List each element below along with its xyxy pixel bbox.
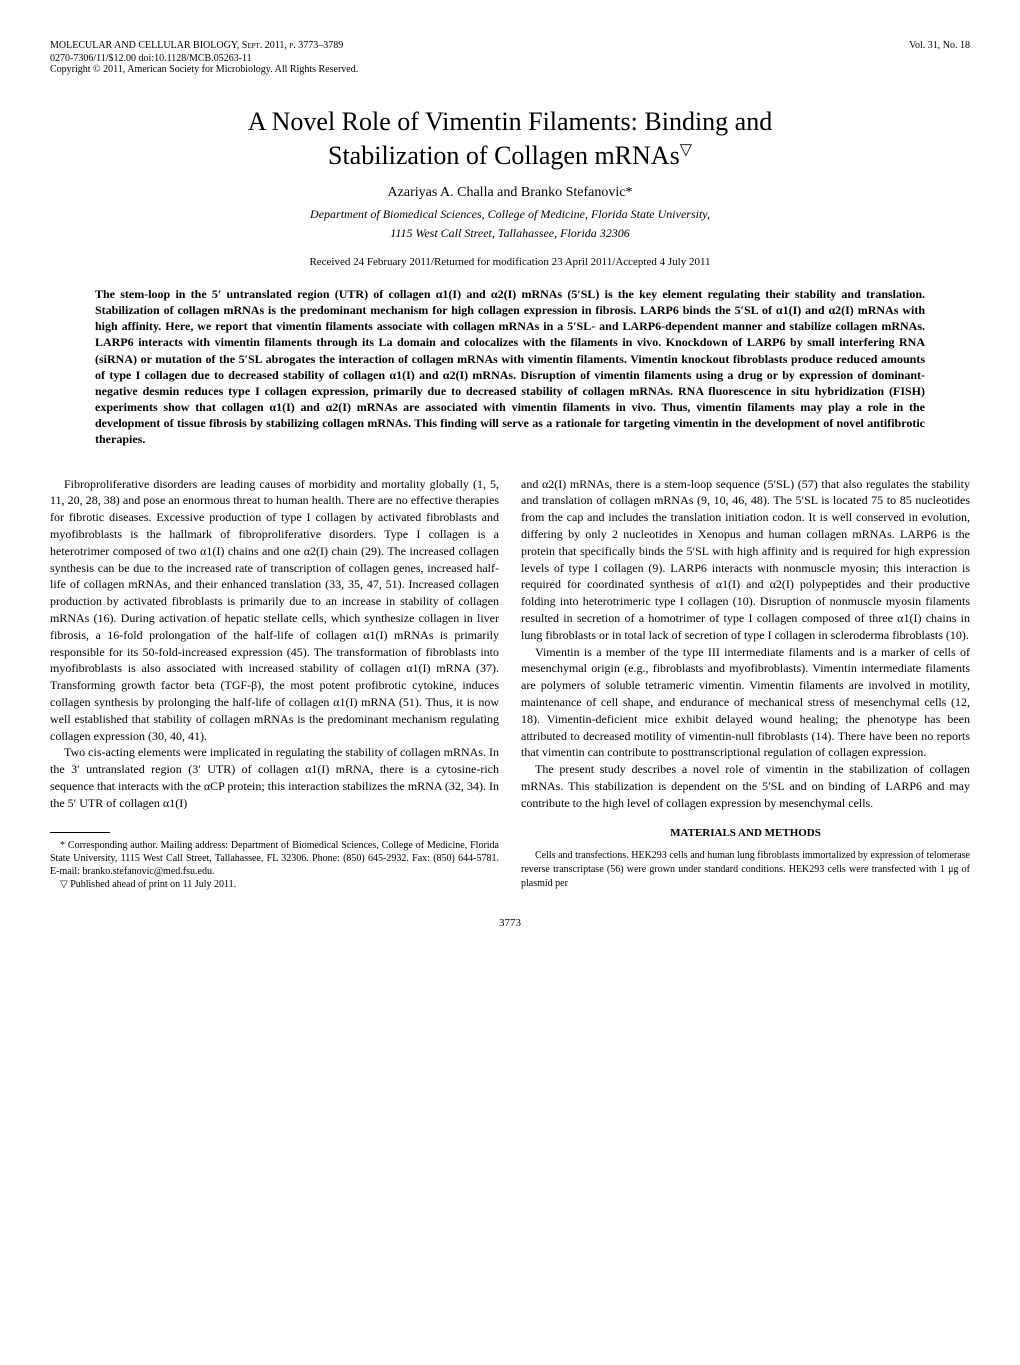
materials-methods-heading: MATERIALS AND METHODS <box>521 826 970 841</box>
header-row: MOLECULAR AND CELLULAR BIOLOGY, Sept. 20… <box>50 40 970 51</box>
issn-doi: 0270-7306/11/$12.00 doi:10.1128/MCB.0526… <box>50 53 970 64</box>
title-line-1: A Novel Role of Vimentin Filaments: Bind… <box>248 107 772 136</box>
title-symbol: ▽ <box>680 141 692 158</box>
footnotes: * Corresponding author. Mailing address:… <box>50 839 499 891</box>
materials-paragraph: Cells and transfections. HEK293 cells an… <box>521 849 970 891</box>
body-paragraph: The present study describes a novel role… <box>521 761 970 811</box>
affiliation-line-2: 1115 West Call Street, Tallahassee, Flor… <box>50 226 970 242</box>
body-paragraph: Two cis-acting elements were implicated … <box>50 744 499 811</box>
body-paragraph: Fibroproliferative disorders are leading… <box>50 476 499 745</box>
corresponding-author-footnote: * Corresponding author. Mailing address:… <box>50 839 499 878</box>
abstract: The stem-loop in the 5′ untranslated reg… <box>95 286 925 448</box>
left-column: Fibroproliferative disorders are leading… <box>50 476 499 891</box>
published-ahead-footnote: ▽ Published ahead of print on 11 July 20… <box>50 878 499 891</box>
body-paragraph: Vimentin is a member of the type III int… <box>521 644 970 762</box>
copyright: Copyright © 2011, American Society for M… <box>50 64 970 75</box>
page-number: 3773 <box>50 917 970 929</box>
text-columns: Fibroproliferative disorders are leading… <box>50 476 970 891</box>
article-title: A Novel Role of Vimentin Filaments: Bind… <box>50 105 970 173</box>
volume-number: Vol. 31, No. 18 <box>909 40 970 51</box>
affiliation-line-1: Department of Biomedical Sciences, Colle… <box>50 207 970 223</box>
journal-name: MOLECULAR AND CELLULAR BIOLOGY, Sept. 20… <box>50 40 343 51</box>
right-column: and α2(I) mRNAs, there is a stem-loop se… <box>521 476 970 891</box>
title-line-2: Stabilization of Collagen mRNAs <box>328 141 680 170</box>
footnote-rule <box>50 832 110 833</box>
body-paragraph: and α2(I) mRNAs, there is a stem-loop se… <box>521 476 970 644</box>
authors: Azariyas A. Challa and Branko Stefanovic… <box>50 185 970 201</box>
received-dates: Received 24 February 2011/Returned for m… <box>50 256 970 268</box>
